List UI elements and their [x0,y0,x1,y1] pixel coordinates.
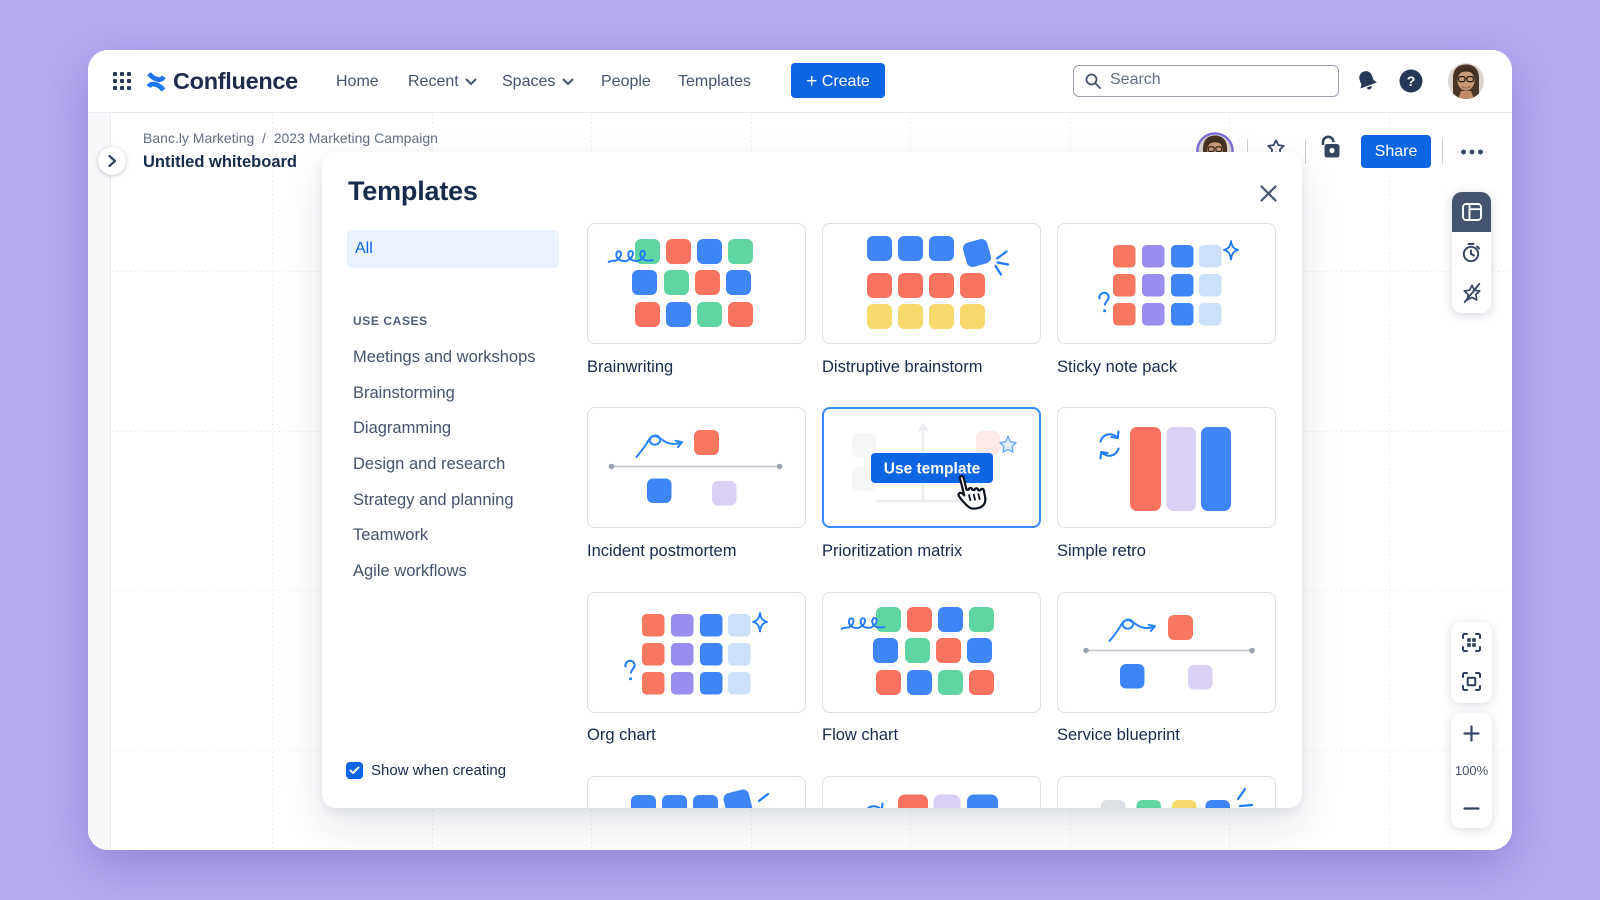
svg-text:Use template: Use template [884,461,981,478]
svg-text:?: ? [1407,73,1416,89]
